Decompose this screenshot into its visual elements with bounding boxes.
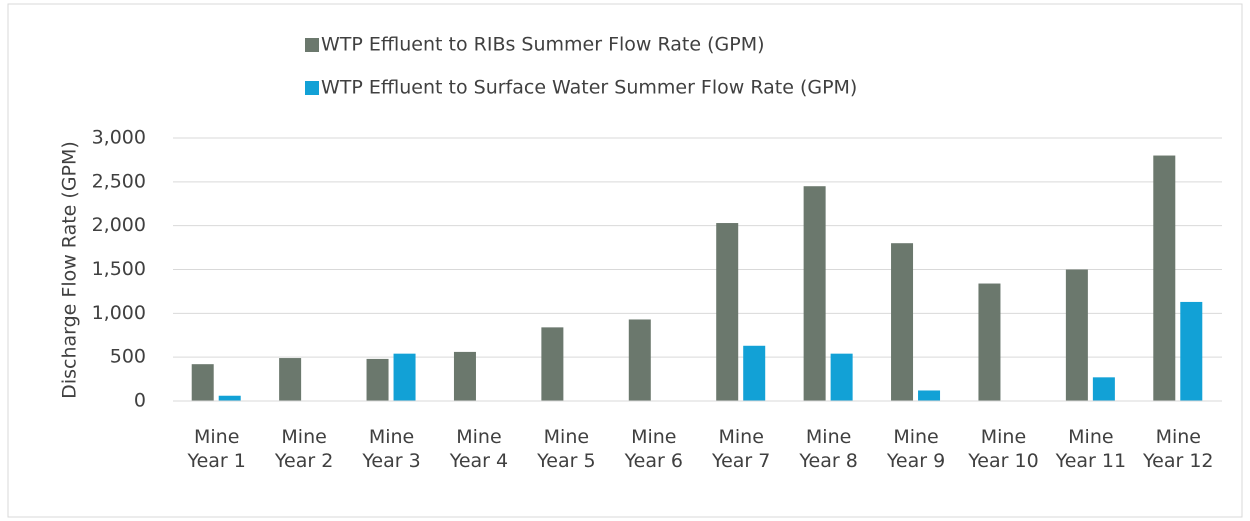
y-tick-label: 0 — [134, 390, 146, 412]
bar — [393, 353, 416, 401]
bar — [830, 353, 853, 401]
y-tick-label: 3,000 — [92, 127, 146, 149]
x-tick-label: Mine Year 9 — [886, 426, 946, 472]
bar — [279, 358, 302, 401]
y-tick-label: 500 — [110, 346, 146, 368]
bar — [716, 223, 739, 401]
x-tick-label: Mine Year 11 — [1055, 426, 1127, 472]
legend-label: WTP Effluent to RIBs Summer Flow Rate (G… — [321, 34, 765, 56]
bar — [1092, 377, 1115, 401]
bar — [803, 186, 826, 401]
bar — [1180, 301, 1203, 401]
x-tick-label: Mine Year 3 — [362, 426, 421, 472]
x-tick-label: Mine Year 5 — [537, 426, 596, 472]
chart-border — [7, 3, 1243, 518]
y-axis-title: Discharge Flow Rate (GPM) — [59, 141, 81, 399]
bar — [191, 364, 214, 401]
x-tick-label: Mine Year 2 — [274, 426, 334, 472]
x-tick-label: Mine Year 10 — [968, 426, 1039, 472]
x-tick-label: Mine Year 7 — [712, 426, 771, 472]
bar — [918, 390, 941, 401]
bar — [743, 345, 766, 401]
bar — [1065, 269, 1088, 401]
bar — [891, 243, 914, 401]
bar — [541, 327, 564, 401]
legend-swatch — [305, 38, 319, 52]
legend-label: WTP Effluent to Surface Water Summer Flo… — [321, 77, 857, 99]
x-tick-label: Mine Year 12 — [1143, 426, 1214, 472]
y-tick-label: 2,000 — [92, 214, 146, 236]
bar — [366, 358, 389, 401]
y-tick-label: 1,500 — [92, 258, 146, 280]
x-tick-label: Mine Year 1 — [187, 426, 246, 472]
x-tick-label: Mine Year 8 — [799, 426, 858, 472]
bar — [1153, 155, 1176, 401]
x-tick-label: Mine Year 4 — [449, 426, 509, 472]
bar — [218, 395, 241, 401]
bar — [978, 283, 1001, 401]
legend-swatch — [305, 81, 319, 95]
y-tick-label: 2,500 — [92, 170, 146, 192]
x-tick-label: Mine Year 6 — [624, 426, 683, 472]
bar — [453, 351, 476, 401]
y-tick-label: 1,000 — [92, 302, 146, 324]
bar — [628, 319, 651, 401]
